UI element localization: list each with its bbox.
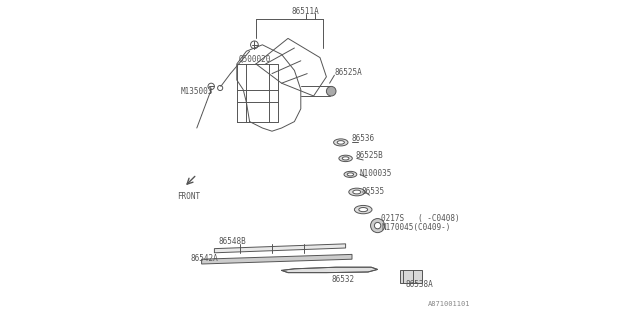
Ellipse shape	[353, 190, 361, 194]
Polygon shape	[400, 270, 422, 283]
Text: 86535: 86535	[362, 188, 385, 196]
Polygon shape	[202, 254, 352, 264]
Circle shape	[250, 41, 258, 49]
Polygon shape	[214, 244, 346, 253]
Circle shape	[371, 219, 385, 233]
Ellipse shape	[349, 188, 365, 196]
Text: N170045(C0409-): N170045(C0409-)	[381, 223, 451, 232]
Text: 86532: 86532	[332, 275, 355, 284]
Text: 0217S   ( -C0408): 0217S ( -C0408)	[381, 214, 460, 223]
Ellipse shape	[342, 157, 349, 160]
Ellipse shape	[355, 205, 372, 214]
Circle shape	[208, 83, 214, 90]
Text: 86525B: 86525B	[356, 151, 383, 160]
Text: A871001101: A871001101	[428, 301, 470, 307]
Circle shape	[374, 222, 381, 229]
Ellipse shape	[344, 172, 357, 177]
Text: 86511A: 86511A	[292, 7, 319, 16]
Ellipse shape	[347, 173, 353, 176]
Text: 86548B: 86548B	[218, 237, 246, 246]
Text: M135003: M135003	[181, 87, 213, 96]
Ellipse shape	[339, 155, 353, 162]
Circle shape	[326, 86, 336, 96]
Ellipse shape	[333, 139, 348, 146]
Text: 86538A: 86538A	[406, 280, 433, 289]
Ellipse shape	[359, 208, 367, 212]
Text: N100035: N100035	[359, 169, 392, 178]
Text: 86525A: 86525A	[334, 68, 362, 76]
Polygon shape	[282, 267, 378, 273]
Text: FRONT: FRONT	[177, 192, 200, 201]
Text: Q500020: Q500020	[239, 55, 271, 64]
Text: 86542A: 86542A	[191, 254, 218, 263]
Text: 86536: 86536	[351, 134, 374, 143]
Ellipse shape	[337, 140, 344, 144]
